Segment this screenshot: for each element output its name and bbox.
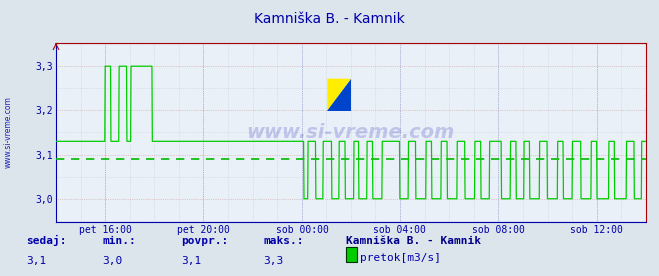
Text: Kamniška B. - Kamnik: Kamniška B. - Kamnik — [254, 12, 405, 26]
Text: pretok[m3/s]: pretok[m3/s] — [360, 253, 442, 263]
Text: 3,1: 3,1 — [181, 256, 202, 266]
Text: 3,1: 3,1 — [26, 256, 47, 266]
Text: povpr.:: povpr.: — [181, 236, 229, 246]
Polygon shape — [328, 79, 351, 111]
Text: 3,3: 3,3 — [264, 256, 284, 266]
Text: maks.:: maks.: — [264, 236, 304, 246]
Text: www.si-vreme.com: www.si-vreme.com — [246, 123, 455, 142]
Text: Kamniška B. - Kamnik: Kamniška B. - Kamnik — [346, 236, 481, 246]
Text: www.si-vreme.com: www.si-vreme.com — [3, 97, 13, 168]
Polygon shape — [328, 79, 351, 111]
Text: sedaj:: sedaj: — [26, 235, 67, 246]
Text: 3,0: 3,0 — [102, 256, 123, 266]
Text: min.:: min.: — [102, 236, 136, 246]
